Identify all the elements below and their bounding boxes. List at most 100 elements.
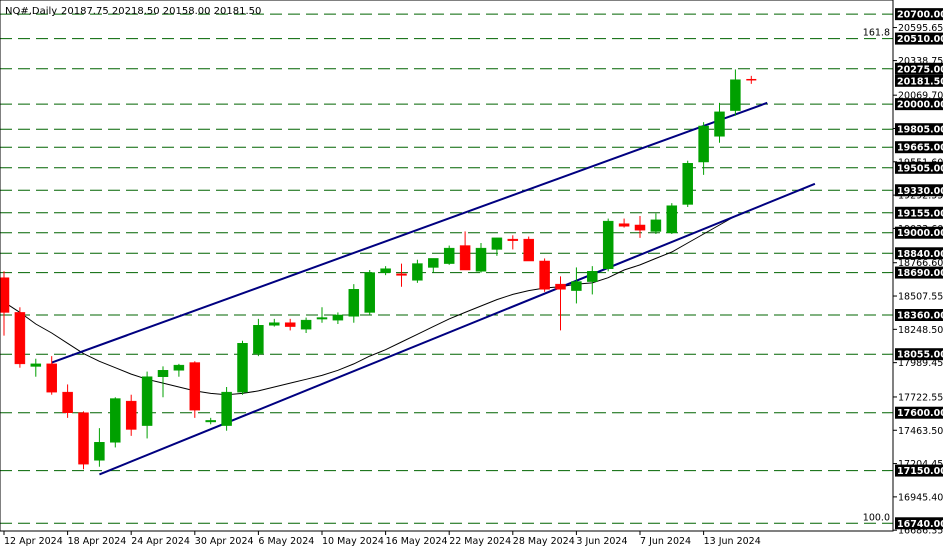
- y-tick-label: 18766.60: [898, 258, 943, 269]
- candle: [46, 356, 57, 395]
- level-label-box: [895, 141, 943, 154]
- candle-body: [348, 289, 360, 317]
- y-axis: 20595.6520338.7520069.7019810.7519551.60…: [893, 8, 944, 537]
- candle: [62, 384, 73, 418]
- candle: [94, 428, 105, 467]
- candle-body: [443, 247, 455, 264]
- candle-body: [237, 343, 248, 393]
- candle: [587, 266, 598, 295]
- candle: [332, 312, 344, 324]
- level-label-box: [895, 266, 943, 279]
- candle: [475, 243, 487, 273]
- candles-layer: [0, 69, 757, 470]
- candle: [507, 235, 519, 250]
- x-tick-label: 28 May 2024: [513, 536, 575, 547]
- level-label: 20000.00: [897, 100, 944, 111]
- candle-body: [110, 398, 121, 443]
- candle: [284, 318, 296, 331]
- candle-body: [189, 362, 201, 411]
- candle: [412, 259, 423, 283]
- y-tick-label: 18507.55: [898, 292, 943, 303]
- candle: [571, 267, 582, 304]
- y-tick-label: 16945.40: [898, 492, 943, 503]
- candle: [666, 203, 678, 234]
- candle: [125, 394, 137, 436]
- candle-body: [380, 268, 391, 273]
- candle: [253, 318, 264, 357]
- candle: [30, 358, 42, 377]
- level-label-box: [895, 406, 943, 419]
- candle: [650, 213, 662, 234]
- candle: [746, 75, 757, 84]
- level-label: 18360.00: [897, 311, 944, 322]
- candle: [173, 363, 185, 377]
- y-tick-label: 20595.65: [898, 23, 943, 34]
- candle-body: [666, 205, 678, 233]
- candle-body: [650, 219, 662, 232]
- level-label-box: [895, 62, 943, 75]
- current-price-label: 20181.50: [897, 76, 944, 87]
- candle: [682, 160, 693, 207]
- candle-body: [205, 420, 216, 423]
- candle-body: [221, 391, 232, 426]
- candle: [78, 411, 89, 470]
- candle: [300, 317, 312, 333]
- candle-body: [587, 271, 598, 282]
- fib-level-label: 161.8: [863, 28, 890, 39]
- current-price-box: [895, 74, 943, 87]
- level-label: 19000.00: [897, 228, 944, 239]
- candle-body: [428, 258, 439, 268]
- x-tick-label: 24 Apr 2024: [131, 536, 190, 547]
- channel-layer: [51, 101, 816, 476]
- candle-body: [539, 260, 550, 290]
- candle-body: [634, 224, 646, 231]
- x-tick-label: 18 Apr 2024: [68, 536, 127, 547]
- candle: [730, 69, 741, 116]
- level-label: 18690.00: [897, 268, 944, 279]
- moving-average-layer: [3, 215, 736, 396]
- chart-symbol: NQ#,Daily: [5, 6, 57, 17]
- candle-body: [364, 272, 375, 313]
- level-label: 18055.00: [897, 350, 944, 361]
- candle: [634, 216, 646, 238]
- candle-body: [730, 79, 741, 111]
- level-label: 17150.00: [897, 466, 944, 477]
- fib-level-label: 100.0: [863, 512, 890, 523]
- y-tick-label: 20338.75: [898, 56, 943, 67]
- level-label-box: [895, 247, 943, 260]
- candle-body: [316, 317, 328, 320]
- candle: [491, 237, 503, 256]
- candle: [714, 102, 725, 143]
- candle: [348, 284, 360, 323]
- chart-ohlc: 20187.75 20218.50 20158.00 20181.50: [61, 6, 261, 17]
- candle: [523, 236, 534, 262]
- candle-body: [78, 412, 89, 465]
- candle-body: [94, 442, 105, 461]
- candle-body: [602, 220, 614, 269]
- candle-body: [46, 363, 57, 393]
- candle-body: [523, 238, 534, 262]
- candle-body: [157, 370, 169, 377]
- candle: [539, 258, 550, 292]
- y-tick-label: 17204.45: [898, 459, 943, 470]
- x-axis: 12 Apr 2024 18 Apr 2024 24 Apr 2024 30 Apr …: [3, 531, 761, 547]
- candle-body: [714, 111, 725, 137]
- candle: [189, 361, 201, 418]
- level-label: 16740.00: [897, 519, 944, 530]
- candle: [14, 307, 26, 368]
- candle: [698, 122, 709, 175]
- candle-body: [682, 163, 693, 205]
- y-tick-label: 16686.35: [898, 526, 943, 537]
- candle: [443, 245, 455, 265]
- x-tick-label: 16 May 2024: [386, 536, 448, 547]
- x-tick-label: 7 Jun 2024: [640, 536, 691, 547]
- candle: [459, 231, 471, 271]
- candle-body: [332, 314, 344, 321]
- level-label-box: [895, 8, 943, 21]
- candle-body: [396, 273, 407, 276]
- x-tick-label: 10 May 2024: [322, 536, 384, 547]
- candle: [364, 270, 375, 315]
- moving-average-line: [3, 215, 736, 396]
